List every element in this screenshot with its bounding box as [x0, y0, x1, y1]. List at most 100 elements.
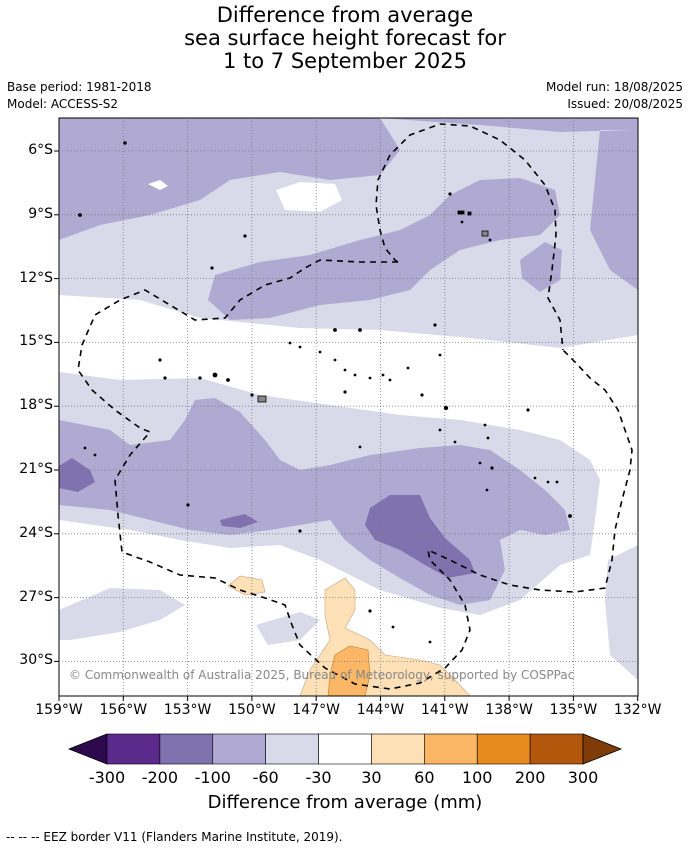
colorbar-under-extend: [67, 733, 108, 765]
island: [158, 358, 162, 362]
longitude-label: 150°W: [228, 702, 276, 718]
title-line-3: 1 to 7 September 2025: [222, 49, 468, 73]
base-period: Base period: 1981-2018: [7, 80, 152, 94]
island: [467, 211, 472, 216]
colorbar-tick-label: -200: [141, 768, 179, 787]
colorbar-tick-label: 200: [514, 768, 546, 787]
island: [460, 220, 464, 224]
title-line-1: Difference from average: [216, 3, 474, 27]
colorbar-tick-label: 100: [461, 768, 493, 787]
colorbar-segment: [318, 733, 372, 765]
island: [368, 376, 372, 380]
issued-date: Issued: 20/08/2025: [567, 97, 683, 111]
longitude-label: 135°W: [549, 702, 598, 718]
island: [212, 372, 218, 378]
island: [453, 440, 457, 444]
island: [488, 238, 492, 242]
island: [198, 376, 202, 380]
anomaly-region-positive-light: [227, 575, 471, 696]
colorbar-tick-label: -300: [88, 768, 126, 787]
island: [343, 390, 347, 394]
island: [433, 323, 437, 327]
island: [388, 378, 392, 382]
island: [210, 266, 214, 270]
model-name: Model: ACCESS-S2: [7, 97, 119, 111]
axis-ticks: [54, 150, 639, 701]
eez-border-french-polynesia: [77, 259, 633, 690]
island: [358, 445, 362, 449]
island: [257, 395, 267, 403]
island: [438, 353, 442, 357]
island: [448, 192, 452, 196]
island: [391, 625, 395, 629]
colorbar-tick-label: 60: [414, 768, 435, 787]
colorbar-segment: [424, 733, 478, 765]
colorbar-tick-label: -60: [252, 768, 279, 787]
longitude-label: 141°W: [421, 702, 469, 718]
island: [555, 480, 559, 484]
colorbar-over-extend: [582, 733, 623, 765]
colorbar-segment: [106, 733, 161, 765]
longitude-label: 153°W: [163, 702, 212, 718]
latitude-label: 21°S: [19, 461, 53, 477]
island: [250, 393, 254, 397]
longitude-label: 147°W: [292, 702, 340, 718]
neutral-region-north: [276, 182, 342, 212]
island: [526, 408, 530, 412]
latitude-label: 15°S: [19, 333, 53, 350]
eez-border-marquesas: [375, 123, 564, 351]
island: [428, 640, 432, 644]
model-run: Model run: 18/08/2025: [545, 80, 683, 94]
colorbar-segment: [371, 733, 425, 765]
island: [353, 373, 357, 377]
colorbar-segment: [529, 733, 584, 765]
colorbar-segment: [265, 733, 319, 765]
island: [318, 350, 322, 354]
colorbar-tick-label: 300: [567, 768, 599, 787]
anomaly-field: [59, 118, 638, 696]
copyright-notice: © Commonwealth of Australia 2025, Bureau…: [69, 668, 575, 682]
island: [343, 368, 347, 372]
latitude-label: 27°S: [19, 588, 53, 605]
title-line-2: sea surface height forecast for: [184, 26, 506, 50]
island: [93, 453, 97, 457]
longitude-label: 159°W: [35, 702, 83, 718]
island: [420, 393, 424, 397]
island: [381, 373, 385, 377]
island: [226, 378, 230, 382]
colorbar-segment: [476, 733, 531, 765]
anomaly-region-dark-central: [220, 495, 475, 578]
colorbar-tick-label: 30: [361, 768, 382, 787]
longitude-label: 144°W: [356, 702, 405, 718]
island: [438, 428, 442, 432]
island: [457, 210, 465, 215]
plot-frame: [58, 117, 639, 697]
neutral-region-small: [148, 180, 168, 190]
island: [483, 423, 487, 427]
graticule: [59, 118, 638, 696]
eez-borders: [77, 123, 633, 690]
colorbar: [67, 733, 623, 765]
latitude-label: 18°S: [19, 397, 53, 414]
latitude-label: 12°S: [19, 269, 53, 286]
island: [298, 345, 302, 349]
island: [406, 366, 410, 370]
island: [83, 446, 87, 450]
island: [368, 609, 372, 613]
island: [333, 358, 337, 362]
island: [163, 376, 167, 380]
island: [288, 341, 292, 345]
island: [186, 503, 190, 507]
island: [486, 436, 490, 440]
latitude-label: 30°S: [19, 652, 53, 669]
anomaly-region-dark-west: [59, 458, 95, 492]
island: [443, 405, 449, 411]
island: [533, 476, 537, 480]
colorbar-segment: [159, 733, 214, 765]
eez-legend-note: -- -- -- EEZ border V11 (Flanders Marine…: [6, 830, 343, 844]
latitude-label: 6°S: [28, 142, 53, 158]
island: [568, 514, 572, 518]
island: [298, 529, 302, 533]
island: [358, 328, 362, 332]
colorbar-title: Difference from average (mm): [207, 792, 483, 813]
